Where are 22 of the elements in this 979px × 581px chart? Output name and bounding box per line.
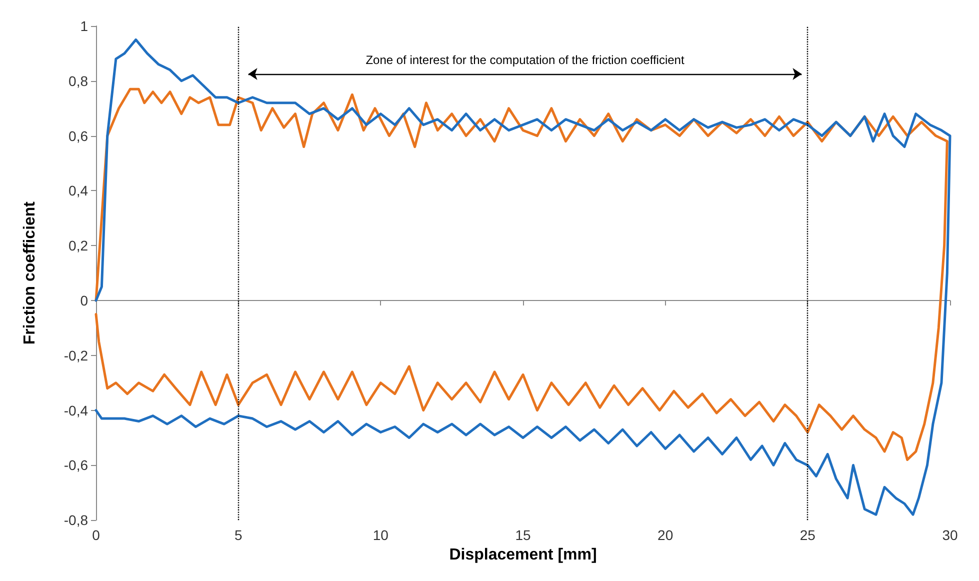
x-tick-label: 0 <box>92 527 100 544</box>
y-tick-label: -0,2 <box>64 347 88 364</box>
x-tick-label: 15 <box>515 527 531 544</box>
y-tick-label: -0,4 <box>64 402 88 418</box>
y-tick-label: 0,2 <box>68 238 88 254</box>
line-series <box>94 38 952 516</box>
x-tick-label: 10 <box>372 527 389 544</box>
y-axis-title: Friction coefficient <box>22 200 38 345</box>
x-tick-label: 30 <box>942 527 958 544</box>
x-tick-label: 25 <box>800 527 816 544</box>
y-tick-label: 0 <box>80 292 88 308</box>
y-tick-label: 0,6 <box>68 128 88 144</box>
x-axis-title: Displacement [mm] <box>449 546 597 564</box>
x-tick-label: 20 <box>658 527 674 544</box>
y-tick-label: -0,8 <box>64 512 88 528</box>
y-tick-label: 1 <box>80 18 88 34</box>
x-tick-label: 5 <box>234 527 242 544</box>
y-tick-label: -0,6 <box>64 457 88 474</box>
annotation: Zone of interest for the computation of the friction coefficient <box>366 53 685 67</box>
y-tick-label: 0,4 <box>68 182 88 199</box>
y-tick-label: 0,8 <box>68 72 88 89</box>
line-series <box>94 88 948 461</box>
